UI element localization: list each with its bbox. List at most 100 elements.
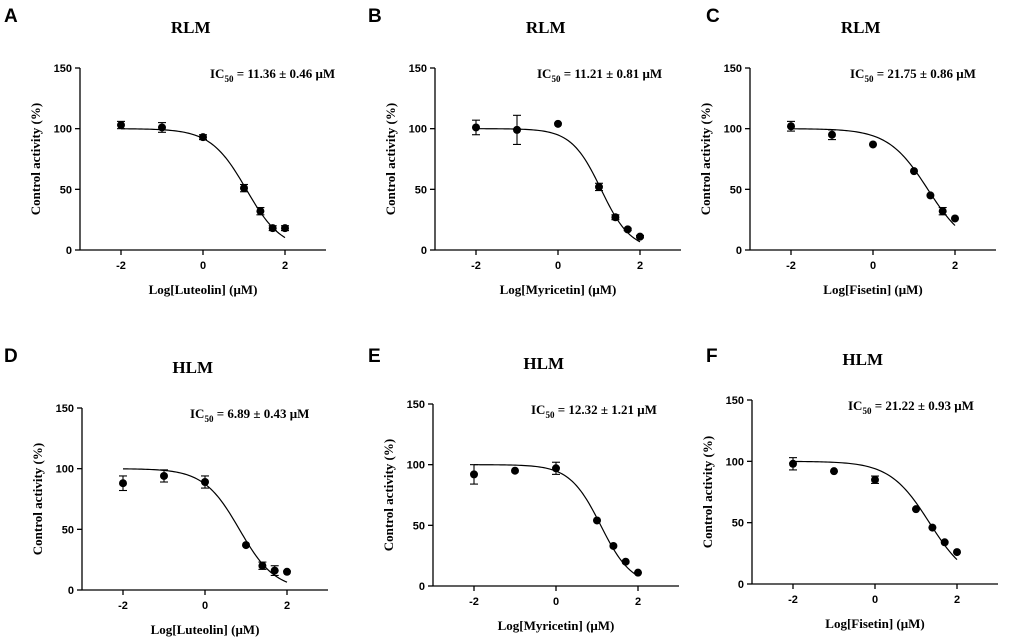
x-axis-label: Log[Fisetin] (μM) <box>823 282 922 297</box>
panel-letter: D <box>4 346 18 367</box>
data-point <box>938 207 947 216</box>
x-tick-label: 2 <box>954 594 960 606</box>
y-axis-label: Control activity (%) <box>383 103 398 215</box>
y-axis-label: Control activity (%) <box>30 443 45 555</box>
data-point <box>636 232 644 241</box>
ic50-prefix: IC <box>210 66 224 81</box>
ic50-annotation: IC50 = 12.32 ± 1.21 μM <box>531 402 657 420</box>
data-point <box>199 133 207 142</box>
data-point <box>951 214 959 223</box>
data-point <box>201 478 209 487</box>
data-point <box>595 182 603 191</box>
data-point <box>242 541 250 550</box>
x-tick-label: -2 <box>116 260 126 272</box>
data-point <box>554 119 562 128</box>
x-axis-label: Log[Fisetin] (μM) <box>825 616 924 631</box>
data-point <box>117 121 125 130</box>
data-point <box>270 566 279 575</box>
panel-title: RLM <box>841 18 881 37</box>
panel-letter: C <box>706 6 720 27</box>
x-tick-label: 0 <box>870 260 876 272</box>
ic50-value: = 21.75 ± 0.86 μM <box>873 66 975 81</box>
x-tick-label: -2 <box>471 260 481 272</box>
ic50-annotation: IC50 = 21.75 ± 0.86 μM <box>850 66 976 84</box>
y-axis-label: Control activity (%) <box>698 103 713 215</box>
data-point <box>470 470 478 479</box>
data-point <box>268 224 277 233</box>
x-tick-label: 2 <box>282 260 288 272</box>
y-tick-label: 150 <box>54 63 72 75</box>
y-tick-label: 100 <box>409 124 427 136</box>
y-tick-label: 150 <box>56 403 74 415</box>
panel-letter: B <box>368 6 382 27</box>
data-point <box>609 541 618 550</box>
y-tick-label: 100 <box>724 124 742 136</box>
x-tick-label: -2 <box>786 260 796 272</box>
data-point <box>119 479 127 488</box>
ic50-prefix: IC <box>531 402 545 417</box>
data-point <box>240 184 248 193</box>
data-point <box>940 538 949 547</box>
y-tick-label: 100 <box>54 124 72 136</box>
y-tick-label: 0 <box>419 581 425 593</box>
y-tick-label: 150 <box>409 63 427 75</box>
panel-title: HLM <box>842 350 883 369</box>
data-point <box>593 516 601 525</box>
ic50-subscript: 50 <box>204 414 214 424</box>
x-tick-label: 2 <box>952 260 958 272</box>
ic50-subscript: 50 <box>551 74 561 84</box>
x-tick-label: 2 <box>284 600 290 612</box>
ic50-subscript: 50 <box>864 74 874 84</box>
data-point <box>513 125 521 134</box>
panel-letter: E <box>368 346 381 367</box>
y-tick-label: 50 <box>730 184 742 196</box>
ic50-value: = 6.89 ± 0.43 μM <box>213 406 309 421</box>
data-point <box>912 505 920 514</box>
ic50-prefix: IC <box>850 66 864 81</box>
data-point <box>787 122 795 131</box>
data-point <box>283 567 291 576</box>
x-tick-label: 0 <box>200 260 206 272</box>
data-point <box>472 123 480 132</box>
data-point <box>258 561 267 570</box>
x-tick-label: 0 <box>202 600 208 612</box>
y-tick-label: 150 <box>407 399 425 411</box>
y-tick-label: 0 <box>738 579 744 591</box>
y-axis-label: Control activity (%) <box>381 439 396 551</box>
ic50-annotation: IC50 = 6.89 ± 0.43 μM <box>190 406 309 424</box>
ic50-value: = 12.32 ± 1.21 μM <box>554 402 656 417</box>
data-point <box>928 523 937 532</box>
ic50-subscript: 50 <box>862 406 872 416</box>
x-tick-label: 2 <box>637 260 643 272</box>
data-point <box>621 557 630 566</box>
y-tick-label: 0 <box>736 245 742 257</box>
panel-letter: A <box>4 6 18 27</box>
data-point <box>953 548 961 557</box>
y-axis-label: Control activity (%) <box>700 436 715 548</box>
y-tick-label: 100 <box>726 456 744 468</box>
data-point <box>830 467 838 476</box>
data-point <box>828 130 836 139</box>
data-point <box>910 167 918 176</box>
ic50-value: = 21.22 ± 0.93 μM <box>871 398 973 413</box>
y-tick-label: 50 <box>413 520 425 532</box>
fit-curve <box>792 460 958 561</box>
y-tick-label: 50 <box>60 184 72 196</box>
y-tick-label: 100 <box>407 460 425 472</box>
data-point <box>158 123 166 132</box>
ic50-annotation: IC50 = 11.21 ± 0.81 μM <box>537 66 662 84</box>
fit-curve <box>790 128 956 226</box>
data-point <box>623 225 632 234</box>
y-tick-label: 0 <box>66 245 72 257</box>
y-axis-label: Control activity (%) <box>28 103 43 215</box>
data-point <box>634 568 642 577</box>
y-tick-label: 0 <box>68 585 74 597</box>
data-point <box>869 140 877 149</box>
data-point <box>926 191 935 200</box>
